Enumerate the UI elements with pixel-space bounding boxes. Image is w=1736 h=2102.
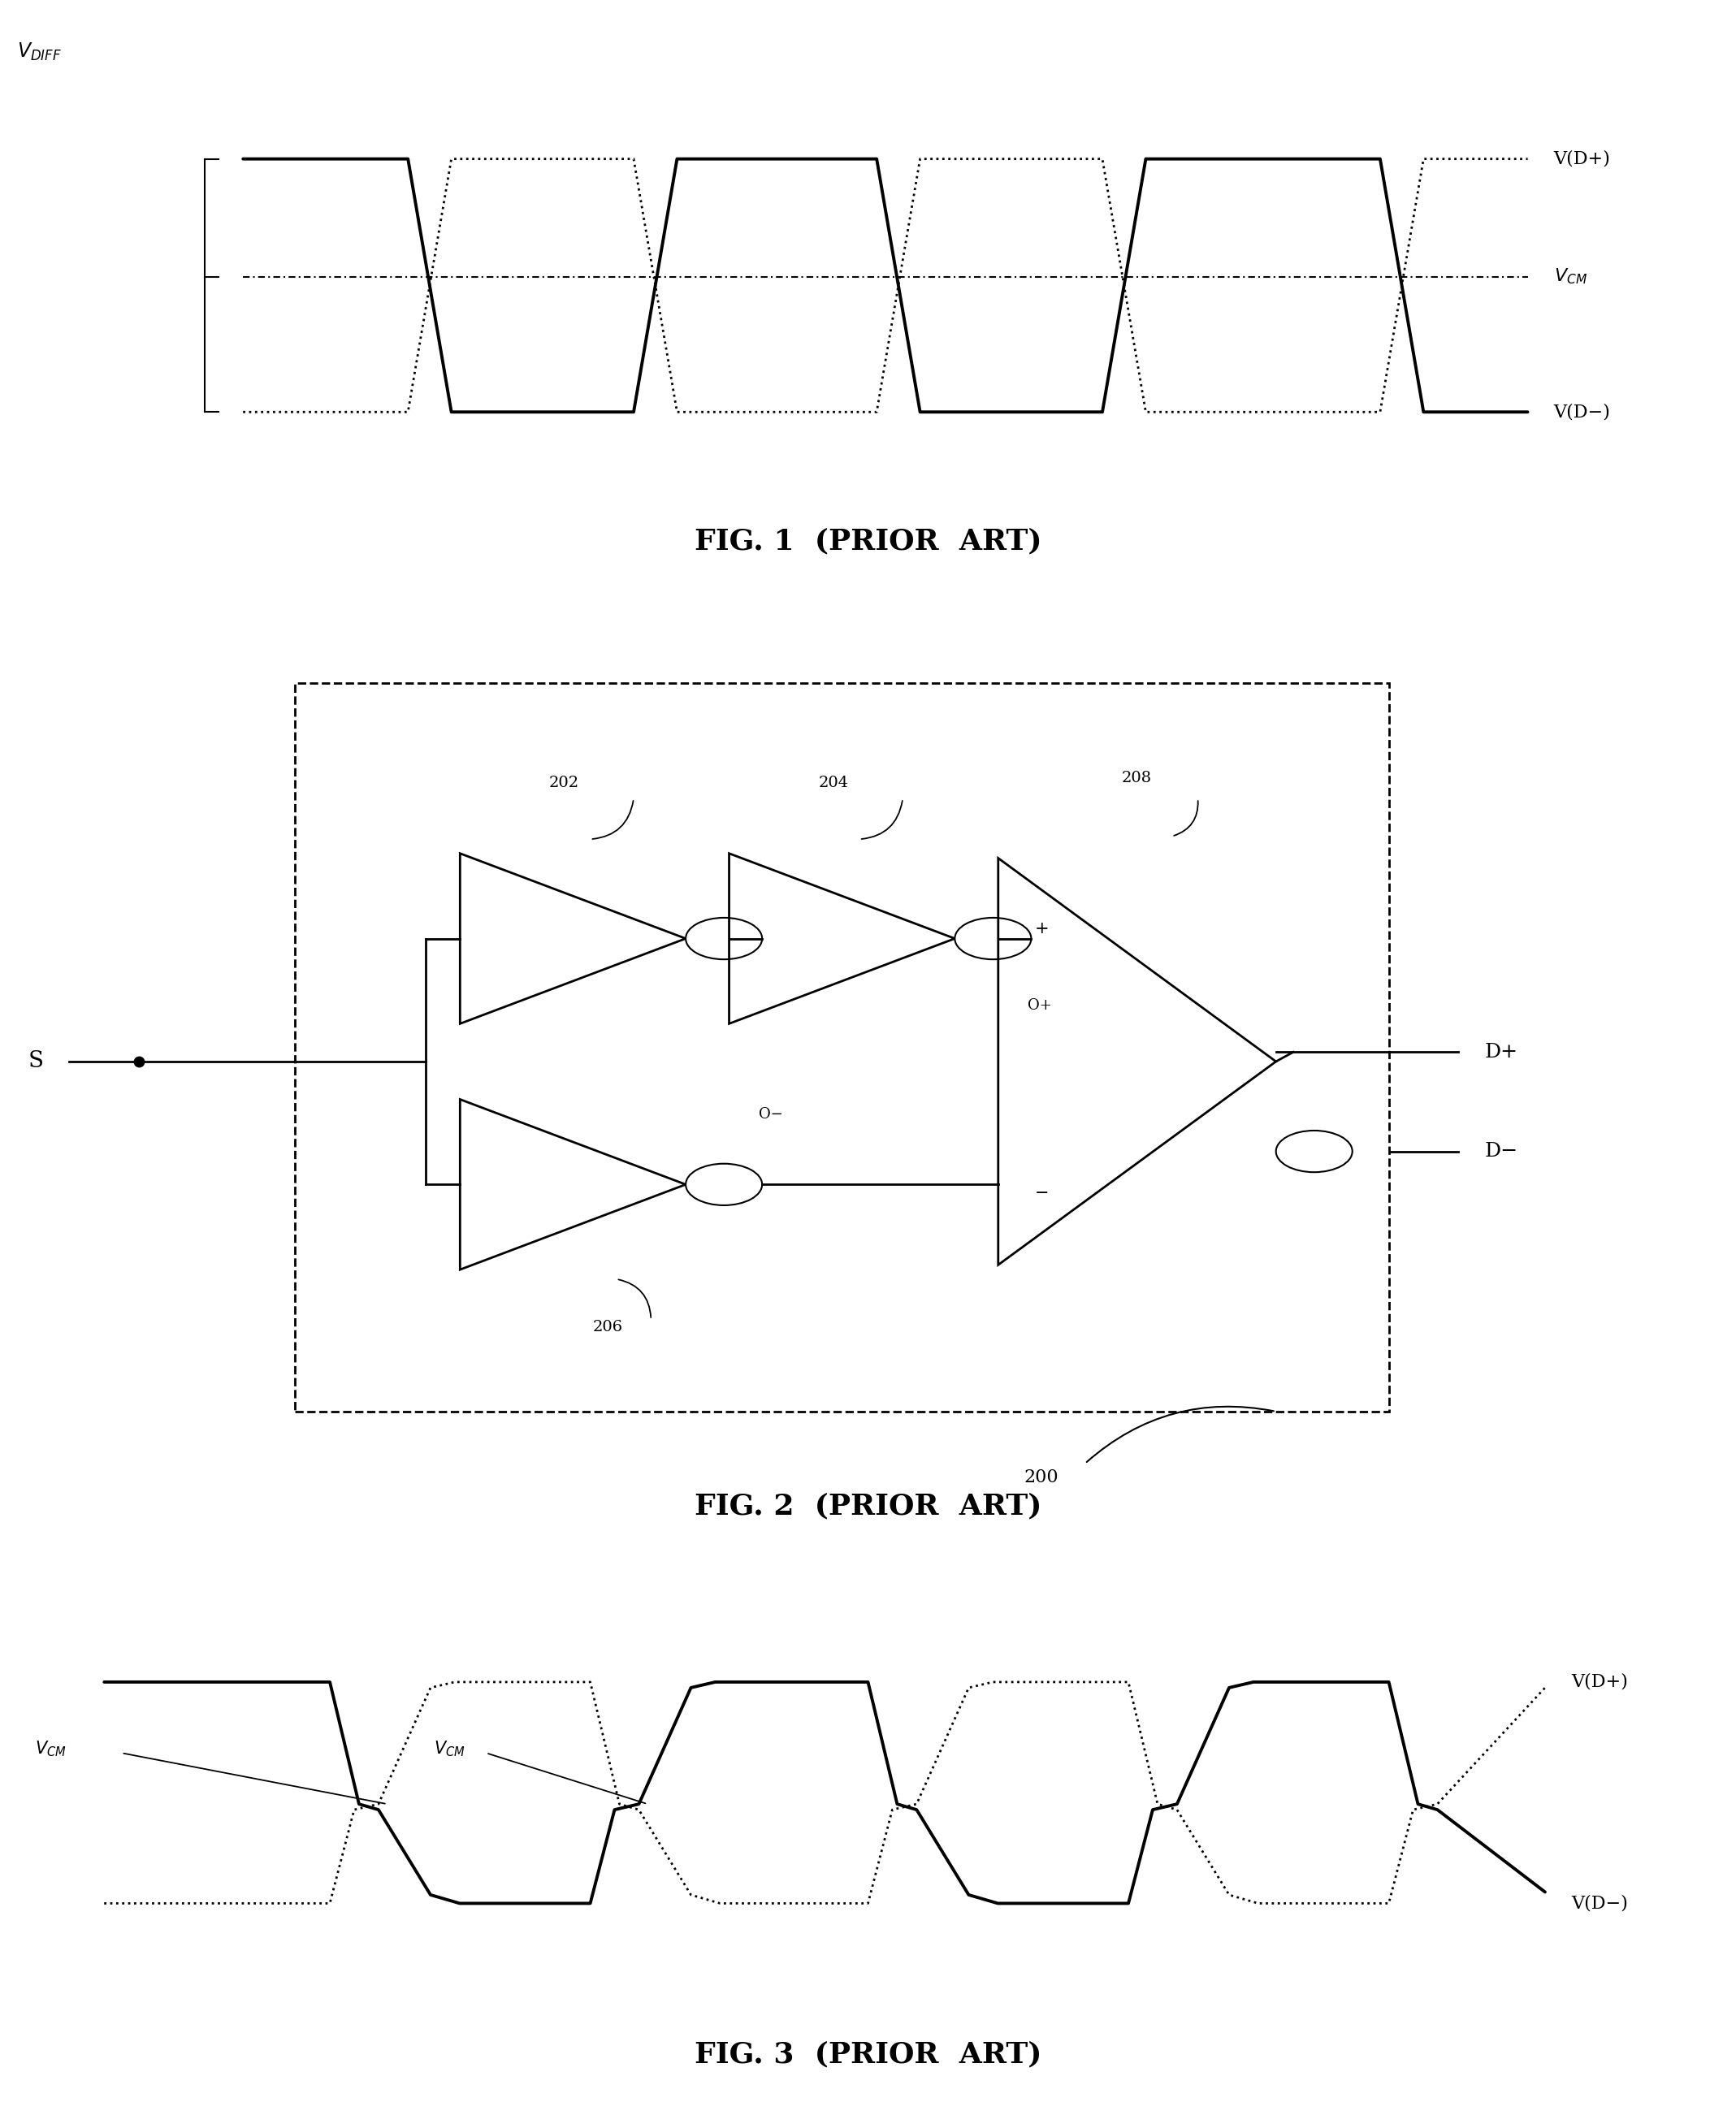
Text: V(D−): V(D−) bbox=[1554, 404, 1611, 420]
Text: 202: 202 bbox=[549, 776, 580, 790]
Text: $V_{CM}$: $V_{CM}$ bbox=[35, 1740, 66, 1759]
Text: FIG. 3  (PRIOR  ART): FIG. 3 (PRIOR ART) bbox=[694, 2041, 1042, 2068]
Text: 200: 200 bbox=[1024, 1469, 1059, 1486]
Text: +: + bbox=[1035, 921, 1049, 937]
Text: V(D+): V(D+) bbox=[1571, 1673, 1628, 1690]
Text: V(D+): V(D+) bbox=[1554, 149, 1611, 168]
Text: −: − bbox=[1035, 1186, 1049, 1202]
Text: 206: 206 bbox=[592, 1320, 623, 1335]
Text: FIG. 2  (PRIOR  ART): FIG. 2 (PRIOR ART) bbox=[694, 1492, 1042, 1520]
Text: 208: 208 bbox=[1121, 771, 1153, 786]
Text: D+: D+ bbox=[1484, 1043, 1517, 1062]
Text: S: S bbox=[28, 1051, 43, 1072]
Text: O+: O+ bbox=[1028, 998, 1052, 1013]
Text: D−: D− bbox=[1484, 1141, 1517, 1160]
Text: 204: 204 bbox=[818, 776, 849, 790]
Text: $V_{CM}$: $V_{CM}$ bbox=[434, 1740, 465, 1759]
Text: FIG. 1  (PRIOR  ART): FIG. 1 (PRIOR ART) bbox=[694, 528, 1042, 555]
Text: O−: O− bbox=[759, 1108, 783, 1122]
Text: $V_{CM}$: $V_{CM}$ bbox=[1554, 267, 1587, 286]
Text: V(D−): V(D−) bbox=[1571, 1894, 1628, 1913]
Text: $V_{DIFF}$: $V_{DIFF}$ bbox=[17, 42, 62, 63]
